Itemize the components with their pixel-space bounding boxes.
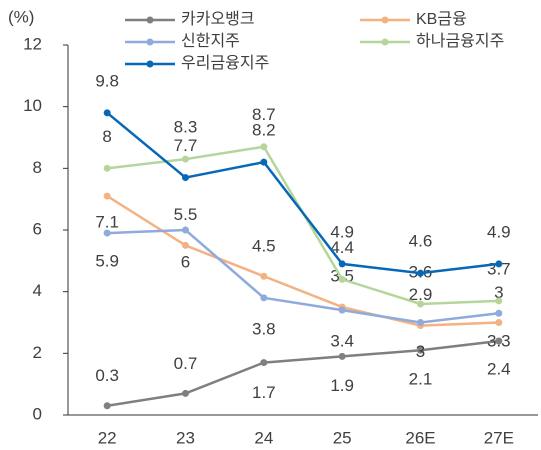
data-label: 8.7 [252, 105, 276, 124]
point [495, 319, 503, 326]
point [103, 402, 111, 410]
point [495, 260, 503, 268]
legend-marker [146, 38, 154, 46]
point [417, 319, 424, 326]
y-tick-label: 10 [23, 96, 42, 115]
data-label: 3.3 [487, 332, 511, 351]
point [103, 164, 111, 172]
y-tick-label: 0 [33, 404, 42, 423]
data-label: 1.7 [252, 383, 276, 402]
data-label: 9.8 [95, 71, 119, 90]
y-tick-label: 2 [33, 343, 42, 362]
point [338, 260, 346, 268]
x-tick-label: 24 [254, 428, 273, 447]
x-tick-label: 23 [176, 428, 195, 447]
x-tick-label: 25 [333, 428, 352, 447]
point [182, 389, 189, 397]
data-label: 8.3 [174, 118, 198, 137]
data-label: 7.1 [95, 213, 119, 232]
point [338, 306, 346, 314]
point [417, 346, 424, 354]
series-line [107, 228, 499, 324]
point [260, 143, 268, 151]
data-label: 4.9 [487, 222, 511, 241]
point [103, 192, 111, 200]
data-label: 0.3 [95, 366, 119, 385]
data-label: 2.1 [409, 370, 433, 389]
legend-label: 신한지주 [181, 32, 240, 50]
legend-marker [381, 38, 389, 46]
data-label: 3.4 [330, 332, 354, 351]
legend-marker [381, 16, 389, 24]
y-tick-label: 8 [33, 158, 42, 177]
point [417, 269, 424, 277]
data-label: 4.6 [409, 232, 433, 251]
legend-label: 하나금융지주 [416, 32, 504, 50]
data-label: 8.2 [252, 121, 276, 140]
data-label: 5.5 [174, 205, 198, 224]
data-label: 4.5 [252, 237, 276, 256]
data-label: 3 [494, 283, 503, 302]
point [260, 359, 268, 367]
series-line [106, 111, 499, 275]
point [495, 309, 503, 317]
y-tick-label: 6 [33, 219, 42, 238]
data-label: 3.8 [252, 319, 276, 338]
data-label: 2.9 [409, 285, 433, 304]
y-tick-label: 12 [23, 34, 42, 53]
y-axis-label: (%) [8, 7, 34, 26]
legend-label: KB금융 [416, 10, 467, 28]
point [182, 226, 189, 234]
point [182, 155, 189, 163]
point [417, 300, 424, 308]
point [182, 241, 189, 249]
point [103, 109, 111, 117]
point [495, 297, 503, 305]
data-label: 7.7 [174, 136, 198, 155]
data-label: 0.7 [174, 354, 198, 373]
point [338, 275, 346, 283]
data-label: 8 [102, 127, 111, 146]
legend-marker [146, 16, 154, 24]
series-line [106, 339, 499, 407]
data-label: 1.9 [330, 376, 354, 395]
y-tick-label: 4 [33, 281, 42, 300]
point [260, 158, 268, 166]
data-label: 4.4 [330, 238, 354, 257]
legend-label: 카카오뱅크 [181, 10, 255, 28]
series-line [106, 195, 499, 327]
legend-marker [146, 60, 154, 68]
point [260, 294, 268, 302]
data-label: 3 [416, 342, 425, 361]
point [338, 352, 346, 360]
point [495, 337, 503, 345]
legend-label: 우리금융지주 [181, 54, 269, 72]
data-label: 5.9 [95, 252, 119, 271]
point [103, 229, 111, 237]
point [260, 272, 268, 280]
x-tick-label: 27E [484, 428, 514, 447]
point [182, 174, 189, 182]
x-tick-label: 26E [405, 428, 435, 447]
data-label: 2.4 [487, 359, 511, 378]
data-label: 4.9 [330, 222, 354, 241]
series-line [107, 145, 499, 306]
data-label: 6 [181, 252, 190, 271]
x-tick-label: 22 [98, 428, 117, 447]
